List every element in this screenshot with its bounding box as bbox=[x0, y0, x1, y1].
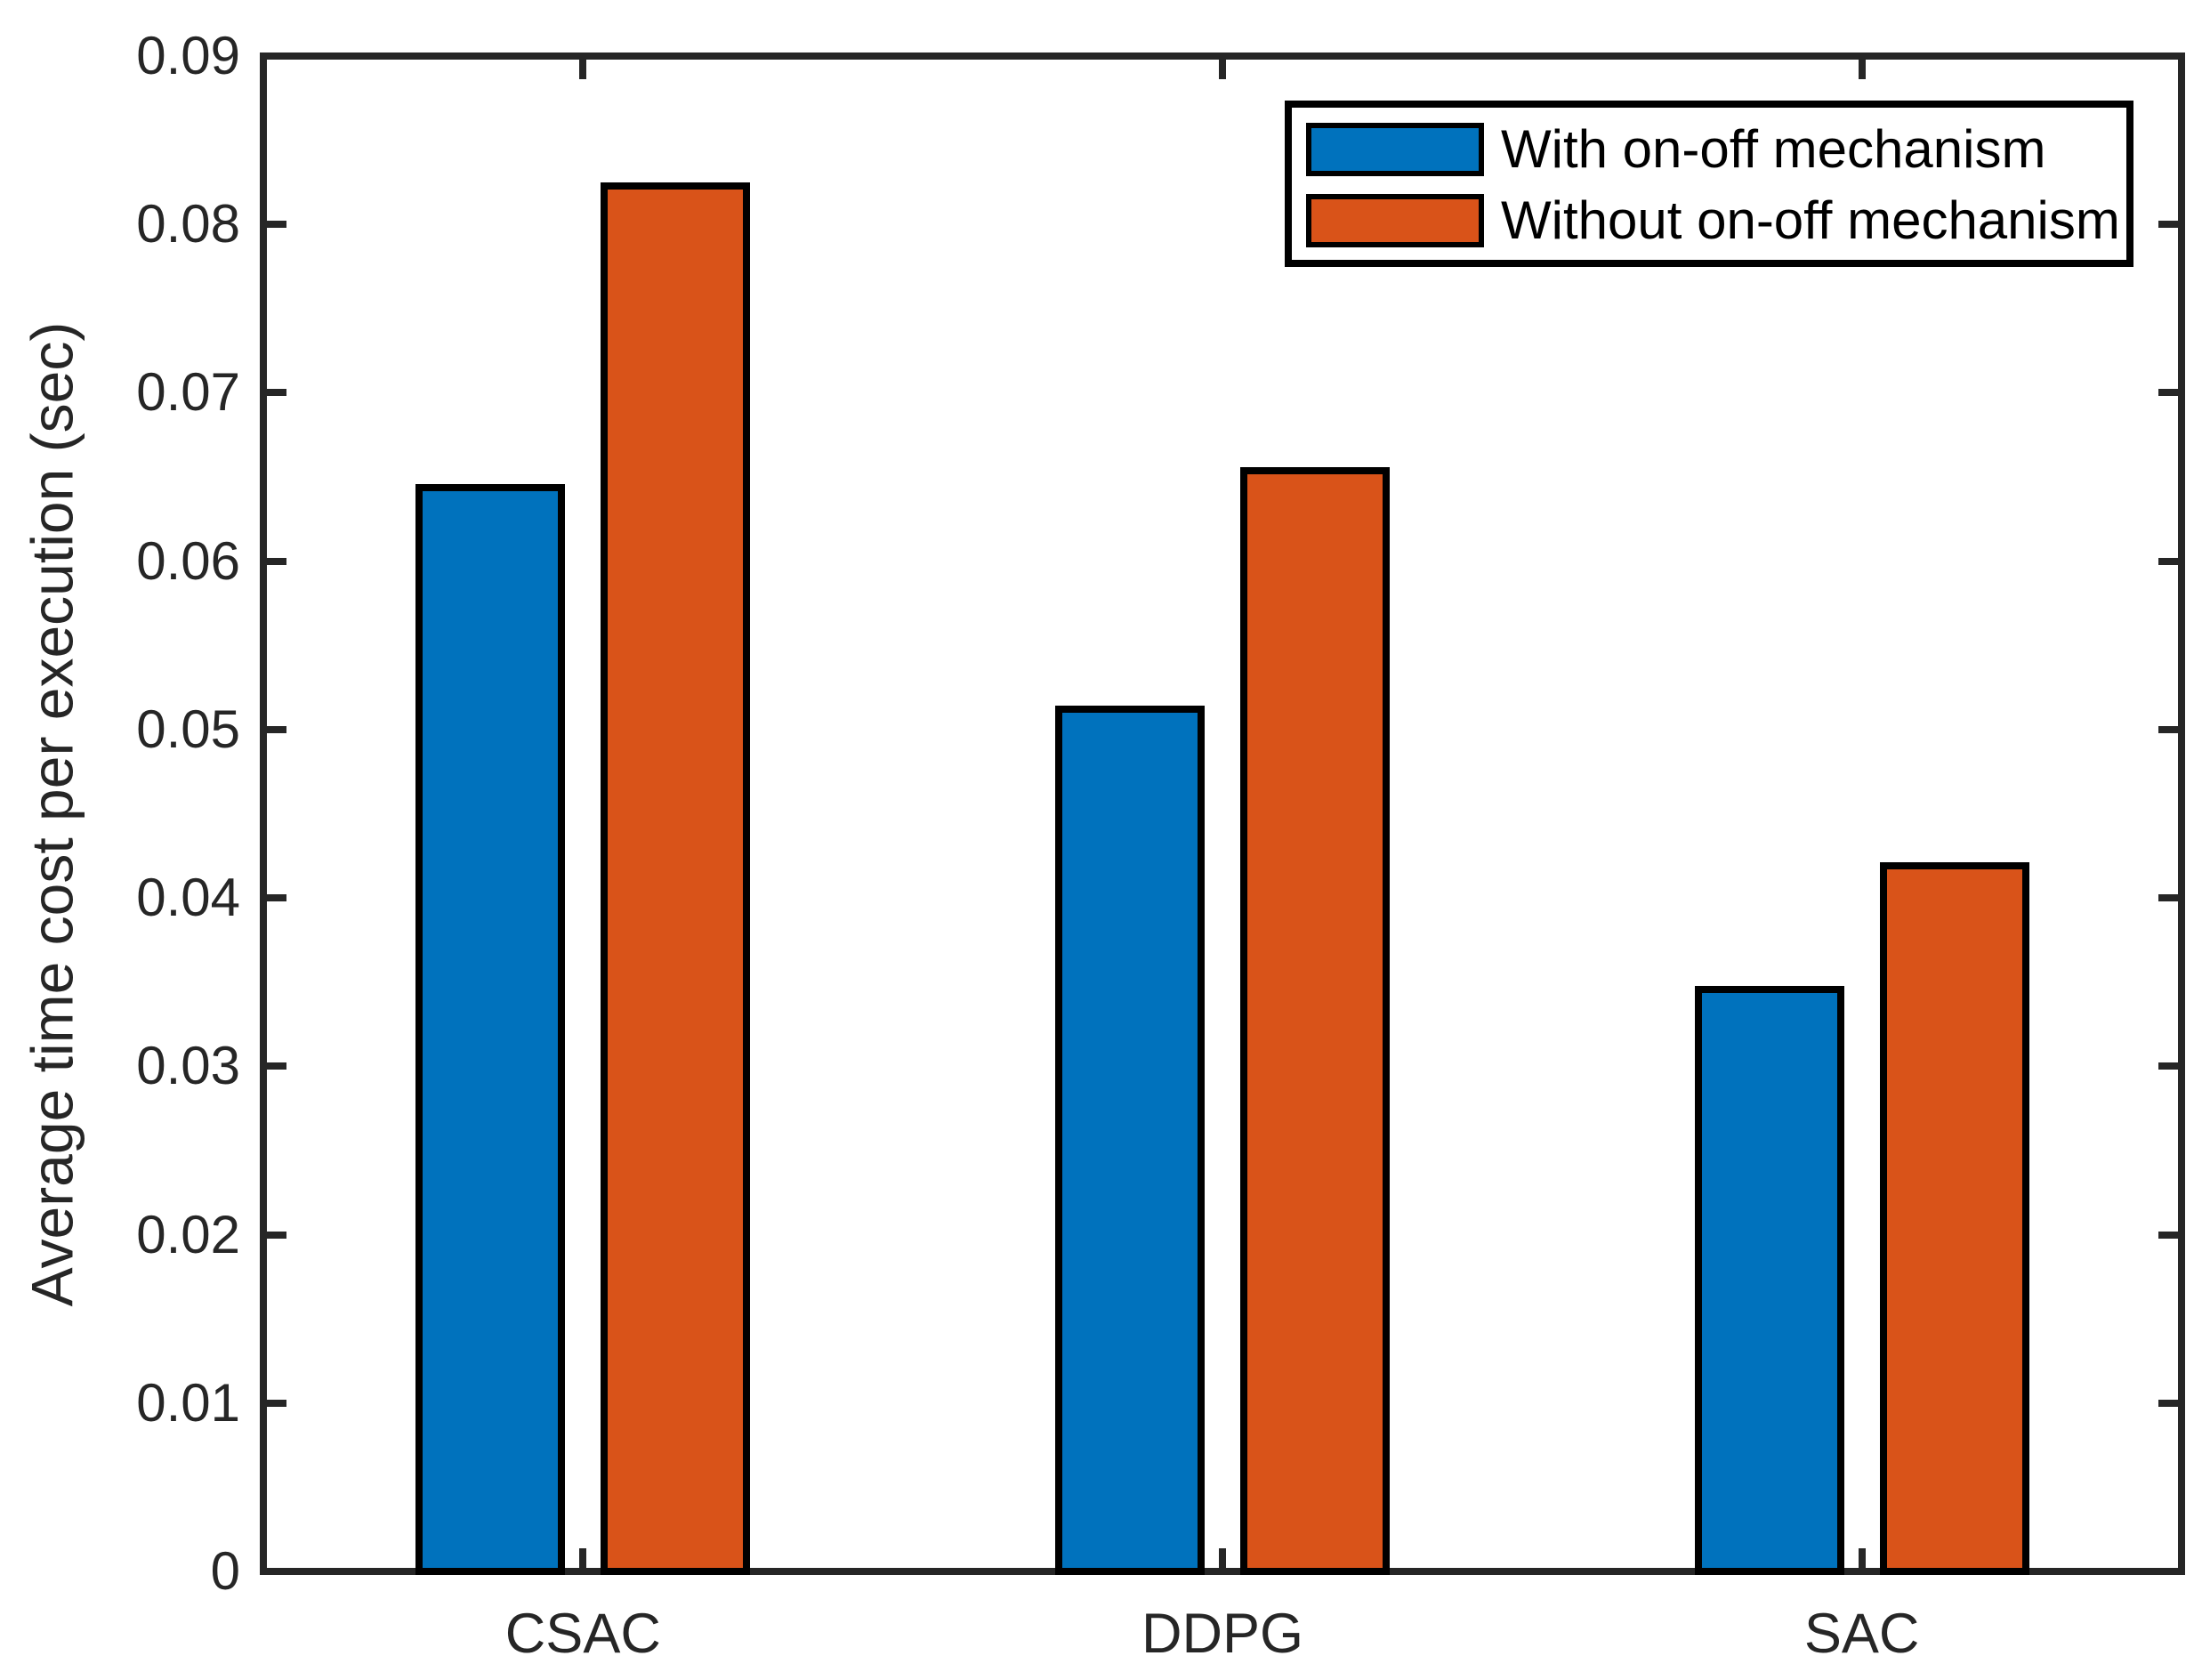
y-tick-label: 0.01 bbox=[136, 1372, 240, 1433]
bar-csac-with bbox=[415, 483, 566, 1575]
y-tick-label: 0 bbox=[210, 1541, 240, 1601]
y-tick-label: 0.06 bbox=[136, 530, 240, 591]
legend-swatch-with bbox=[1306, 123, 1484, 176]
y-tick-right bbox=[2158, 221, 2182, 229]
x-tick bbox=[1858, 1548, 1866, 1571]
x-tick-label: SAC bbox=[1803, 1603, 1920, 1665]
bar-ddpg-with bbox=[1055, 706, 1205, 1575]
y-tick-right bbox=[2158, 1231, 2182, 1239]
y-tick bbox=[263, 1399, 286, 1407]
y-tick bbox=[263, 1231, 286, 1239]
legend-swatch-without bbox=[1306, 194, 1484, 247]
x-tick-top bbox=[1219, 56, 1226, 79]
y-tick bbox=[263, 894, 286, 902]
y-tick-right bbox=[2158, 52, 2182, 60]
bar-sac-with bbox=[1694, 985, 1844, 1575]
y-tick-right bbox=[2158, 1062, 2182, 1070]
y-tick-right bbox=[2158, 389, 2182, 397]
x-tick-top bbox=[1858, 56, 1866, 79]
y-tick bbox=[263, 1568, 286, 1575]
x-tick-label: DDPG bbox=[1141, 1603, 1304, 1665]
y-tick-right bbox=[2158, 557, 2182, 565]
x-tick-label: CSAC bbox=[504, 1603, 661, 1665]
x-tick bbox=[579, 1548, 587, 1571]
y-axis-title: Average time cost per execution (sec) bbox=[19, 321, 85, 1306]
y-tick-label: 0.09 bbox=[136, 26, 240, 85]
y-tick bbox=[263, 1062, 286, 1070]
bar-sac-without bbox=[1879, 862, 2029, 1575]
y-tick-label: 0.07 bbox=[136, 362, 240, 423]
legend-label: With on-off mechanism bbox=[1501, 119, 2046, 179]
y-tick bbox=[263, 725, 286, 733]
y-tick-label: 0.04 bbox=[136, 868, 240, 928]
y-tick-label: 0.02 bbox=[136, 1204, 240, 1264]
y-tick bbox=[263, 557, 286, 565]
y-tick-label: 0.03 bbox=[136, 1036, 240, 1096]
x-tick bbox=[1219, 1548, 1226, 1571]
y-tick-right bbox=[2158, 1568, 2182, 1575]
bar-ddpg-without bbox=[1240, 466, 1390, 1575]
y-tick-label: 0.08 bbox=[136, 194, 240, 254]
y-tick bbox=[263, 221, 286, 229]
legend-label: Without on-off mechanism bbox=[1501, 190, 2120, 250]
y-tick-right bbox=[2158, 725, 2182, 733]
y-tick-right bbox=[2158, 1399, 2182, 1407]
x-tick-top bbox=[579, 56, 587, 79]
y-tick bbox=[263, 389, 286, 397]
y-tick-label: 0.05 bbox=[136, 699, 240, 759]
bar-csac-without bbox=[601, 182, 751, 1575]
y-tick bbox=[263, 52, 286, 60]
legend: With on-off mechanism Without on-off mech… bbox=[1285, 101, 2133, 267]
y-tick-right bbox=[2158, 894, 2182, 902]
